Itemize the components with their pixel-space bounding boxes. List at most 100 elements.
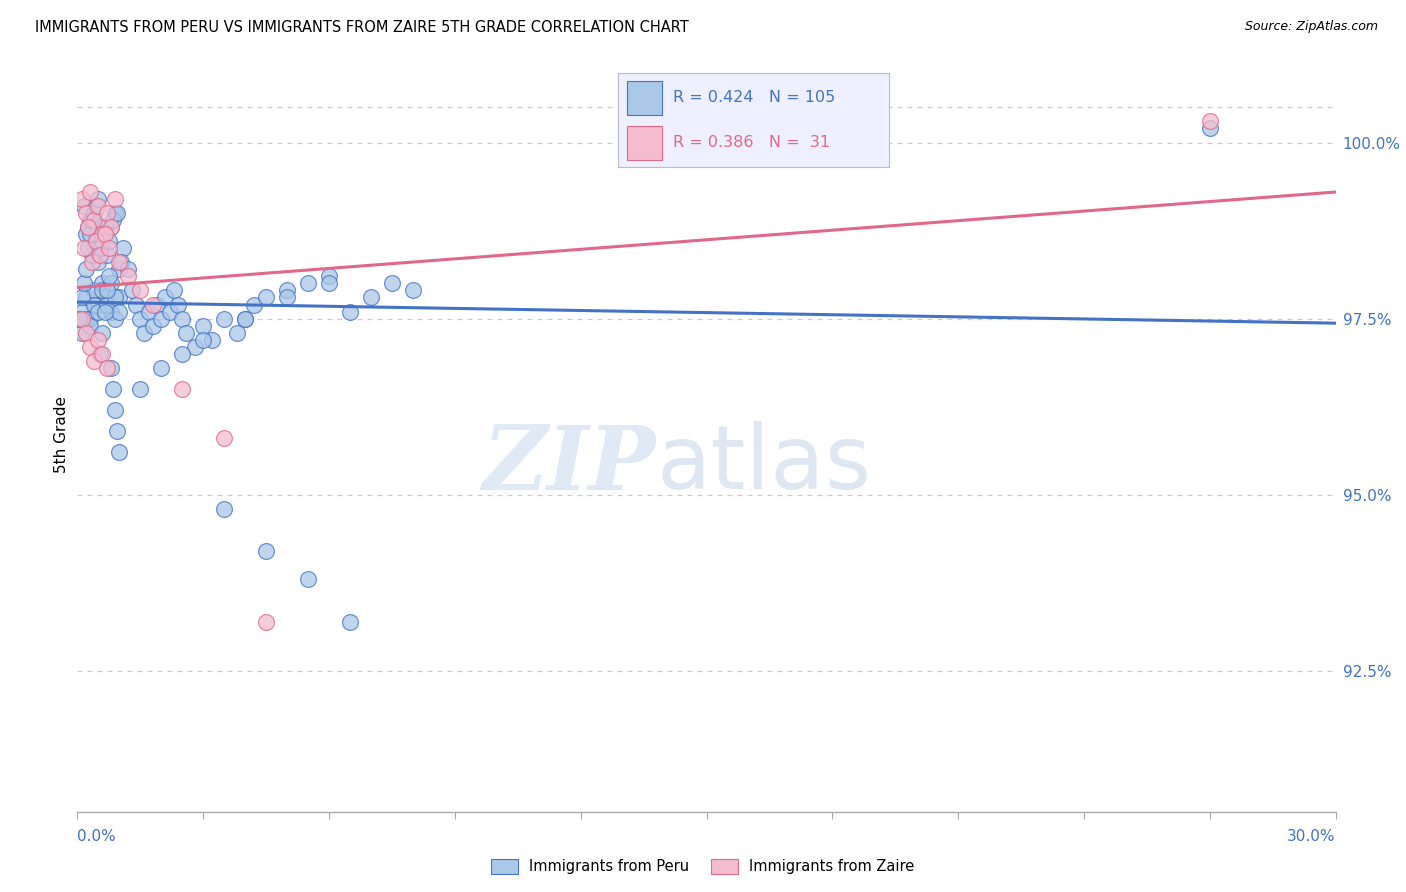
Point — [100, 277, 122, 291]
Point — [100, 220, 122, 235]
Point — [172, 311, 194, 326]
Point — [242, 297, 264, 311]
Point — [167, 297, 190, 311]
Point — [159, 304, 181, 318]
Point — [104, 192, 127, 206]
Point — [1198, 114, 1220, 128]
Point — [72, 277, 94, 291]
Point — [76, 220, 98, 235]
Point — [93, 304, 115, 318]
Point — [96, 297, 118, 311]
Point — [254, 615, 277, 629]
Point — [91, 277, 114, 291]
Point — [87, 255, 110, 269]
Point — [104, 206, 127, 220]
Point — [191, 333, 215, 347]
Point — [96, 206, 118, 220]
Point — [84, 227, 107, 241]
Point — [89, 347, 111, 361]
Point — [87, 297, 110, 311]
Point — [163, 284, 186, 298]
Point — [75, 206, 97, 220]
Point — [91, 326, 114, 340]
Point — [104, 311, 127, 326]
Point — [93, 227, 115, 241]
Point — [297, 277, 319, 291]
Point — [318, 269, 340, 284]
Point — [125, 297, 148, 311]
Point — [108, 304, 131, 318]
Point — [101, 382, 124, 396]
Point — [80, 255, 103, 269]
Point — [129, 311, 152, 326]
Point — [70, 291, 93, 305]
Point — [83, 354, 105, 368]
Y-axis label: 5th Grade: 5th Grade — [53, 396, 69, 474]
Point — [117, 262, 139, 277]
Point — [72, 199, 94, 213]
Point — [84, 234, 107, 248]
Point — [72, 241, 94, 255]
Point — [184, 340, 207, 354]
Point — [105, 425, 128, 439]
Point — [360, 291, 382, 305]
Point — [402, 284, 425, 298]
Point — [84, 199, 107, 213]
Point — [233, 311, 256, 326]
Point — [75, 311, 97, 326]
Point — [79, 185, 101, 199]
Point — [339, 615, 361, 629]
Point — [83, 213, 105, 227]
Point — [233, 311, 256, 326]
Point — [150, 360, 173, 375]
Point — [70, 192, 93, 206]
Point — [150, 311, 173, 326]
Point — [75, 227, 97, 241]
Point — [112, 241, 135, 255]
Point — [70, 326, 93, 340]
Text: Source: ZipAtlas.com: Source: ZipAtlas.com — [1244, 20, 1378, 33]
Point — [104, 291, 127, 305]
Point — [200, 333, 222, 347]
Point — [276, 291, 298, 305]
Point — [105, 206, 128, 220]
Point — [80, 213, 103, 227]
Point — [100, 360, 122, 375]
Point — [155, 291, 177, 305]
Point — [108, 445, 131, 459]
Point — [83, 241, 105, 255]
Point — [97, 241, 120, 255]
Point — [70, 304, 93, 318]
Point — [254, 291, 277, 305]
Point — [75, 326, 97, 340]
Point — [121, 284, 143, 298]
Point — [93, 220, 115, 235]
Text: 0.0%: 0.0% — [77, 830, 117, 845]
Point — [108, 255, 131, 269]
Point — [142, 318, 165, 333]
Legend: Immigrants from Peru, Immigrants from Zaire: Immigrants from Peru, Immigrants from Za… — [485, 853, 921, 880]
Point — [318, 277, 340, 291]
Point — [96, 248, 118, 262]
Point — [79, 311, 101, 326]
Point — [79, 227, 101, 241]
Point — [212, 431, 235, 445]
Point — [76, 220, 98, 235]
Text: atlas: atlas — [657, 422, 872, 508]
Text: IMMIGRANTS FROM PERU VS IMMIGRANTS FROM ZAIRE 5TH GRADE CORRELATION CHART: IMMIGRANTS FROM PERU VS IMMIGRANTS FROM … — [35, 20, 689, 35]
Point — [91, 284, 114, 298]
Point — [87, 304, 110, 318]
Point — [89, 248, 111, 262]
Point — [91, 347, 114, 361]
Point — [91, 234, 114, 248]
Point — [212, 311, 235, 326]
Point — [80, 248, 103, 262]
Point — [110, 255, 132, 269]
Point — [100, 304, 122, 318]
Point — [108, 291, 131, 305]
Point — [79, 213, 101, 227]
Point — [129, 382, 152, 396]
Point — [87, 333, 110, 347]
Point — [142, 297, 165, 311]
Point — [97, 269, 120, 284]
